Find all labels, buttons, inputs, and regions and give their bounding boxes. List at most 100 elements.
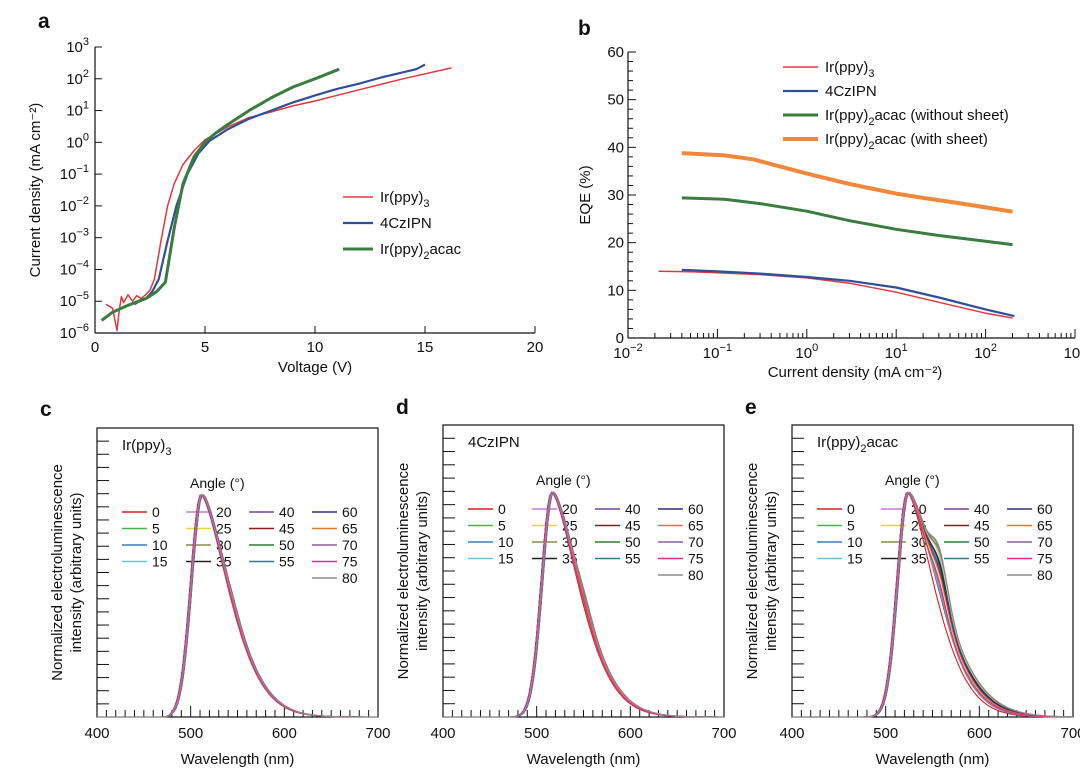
legend-label-e-angle-70: 70 [1037,534,1053,550]
y-tick-label-a: 102 [66,68,89,88]
legend-label-e-angle-10: 10 [847,534,863,550]
legend-label-e-angle-15: 15 [847,551,863,567]
y-tick-label-b: 30 [607,187,624,204]
series-line-b-ir-ppy-2acac-without-sheet [681,196,1013,247]
series-line-e-angle-60 [792,492,1074,718]
x-tick-label-d: 600 [618,725,643,742]
series-line-e-angle-80 [792,491,1074,718]
panel-label-a: a [38,10,50,33]
series-line-e-angle-0 [792,492,1073,718]
legend-label-d-angle-50: 50 [625,534,641,550]
y-tick-label-b: 40 [607,139,624,156]
legend-label-d-angle-55: 55 [625,551,641,567]
legend-label-c-angle-0: 0 [152,504,160,520]
series-line-e-angle-70 [792,492,1073,718]
legend-label-c-angle-50: 50 [279,537,295,553]
x-axis-title-c: Wavelength (nm) [181,751,295,768]
series-line-a-ir-ppy-3 [105,67,452,332]
legend-label-c-angle-40: 40 [279,504,295,520]
series-line-e-angle-55 [792,492,1073,718]
x-tick-label-b: 103 [1064,342,1080,362]
legend-label-c-angle-10: 10 [152,537,168,553]
x-tick-label-a: 15 [417,339,434,356]
chart-e: e400500600700Normalized electroluminesce… [744,396,1080,768]
x-tick-label-b: 101 [885,342,908,362]
legend-label-e-angle-40: 40 [974,501,990,517]
legend-label-c-angle-80: 80 [342,570,358,586]
emitter-label-d: 4CzIPN [468,434,520,451]
series-line-e-angle-75 [792,492,1073,718]
x-tick-label-a: 5 [201,339,209,356]
legend-label-c-angle-15: 15 [152,554,168,570]
chart-b: b 0 10 20 30 40 50 60 10−2 10−1 100 101 102 103 EQE (%… [577,17,1080,381]
legend-title-e: Angle (°) [885,472,940,488]
y-tick-label-b: 0 [616,330,624,347]
legend-label-d-angle-80: 80 [688,567,704,583]
x-tick-label-d: 700 [711,725,736,742]
legend-title-d: Angle (°) [536,472,591,488]
legend-label-b-ir-ppy-3: Ir(ppy)3 [825,59,874,80]
legend-label-e-angle-45: 45 [974,518,990,534]
legend-label-d-angle-45: 45 [625,518,641,534]
legend-label-e-angle-55: 55 [974,551,990,567]
x-axis-title-d: Wavelength (nm) [527,751,641,768]
x-axis-title-e: Wavelength (nm) [876,751,990,768]
legend-label-d-angle-10: 10 [498,534,514,550]
legend-label-d-angle-20: 20 [562,501,578,517]
x-tick-label-c: 600 [272,725,297,742]
x-tick-label-b: 100 [795,342,818,362]
y-tick-label-a: 100 [66,131,89,151]
legend-label-e-angle-80: 80 [1037,567,1053,583]
legend-label-b-4czipn: 4CzIPN [825,83,877,100]
legend-label-d-angle-75: 75 [688,551,704,567]
legend-label-c-angle-45: 45 [279,521,295,537]
x-tick-label-e: 500 [873,725,898,742]
y-tick-label-b: 20 [607,235,624,252]
y-tick-label-a: 103 [66,36,89,56]
legend-label-a-ir-ppy-2acac: Ir(ppy)2acac [380,241,462,262]
y-tick-label-b: 10 [607,282,624,299]
series-line-c-angle-80 [97,493,378,718]
y-axis-title-a: Current density (mA cm⁻²) [27,103,44,278]
legend-label-e-angle-60: 60 [1037,501,1053,517]
y-axis-title-c: Normalized electroluminescence [49,464,66,681]
legend-label-e-angle-5: 5 [847,518,855,534]
x-tick-label-b: 10−1 [703,342,732,362]
legend-label-d-angle-70: 70 [688,534,704,550]
x-tick-label-c: 500 [178,725,203,742]
y-tick-label-b: 50 [607,92,624,109]
x-tick-label-e: 700 [1060,725,1080,742]
legend-label-d-angle-40: 40 [625,501,641,517]
legend-label-c-angle-60: 60 [342,504,358,520]
legend-label-b-ir-ppy-2acac-with-sheet: Ir(ppy)2acac (with sheet) [825,131,988,152]
legend-label-e-angle-65: 65 [1037,518,1053,534]
legend-label-b-ir-ppy-2acac-without-sheet: Ir(ppy)2acac (without sheet) [825,107,1009,128]
series-line-e-angle-45 [792,492,1073,718]
legend-label-c-angle-5: 5 [152,521,160,537]
y-tick-label-a: 10−5 [60,290,89,310]
series-line-a-ir-ppy-2acac [100,67,340,322]
x-tick-label-c: 700 [365,725,390,742]
legend-label-c-angle-25: 25 [216,521,232,537]
series-line-e-angle-10 [792,492,1073,718]
x-tick-label-b: 10−2 [613,342,642,362]
y-axis-title2-c: intensity (arbitrary units) [68,492,85,652]
series-line-a-4czipn [133,63,426,306]
y-tick-label-a: 10−1 [60,163,89,183]
legend-label-a-4czipn: 4CzIPN [380,215,432,232]
legend-label-e-angle-0: 0 [847,501,855,517]
series-line-d-angle-80 [443,492,724,718]
y-axis-title2-e: intensity (arbitrary units) [763,491,780,651]
x-tick-label-d: 500 [524,725,549,742]
series-line-e-angle-30 [792,492,1073,718]
y-tick-label-a: 10−2 [60,195,89,215]
legend-label-d-angle-0: 0 [498,501,506,517]
y-axis-title-b: EQE (%) [577,165,594,224]
legend-label-a-ir-ppy-3: Ir(ppy)3 [380,189,429,210]
y-tick-label-a: 10−3 [60,227,89,247]
chart-a: a 0 5 10 15 20 103 102 101 100 10−1 10−2 10−3 10−4 10−… [27,10,543,376]
legend-label-e-angle-50: 50 [974,534,990,550]
legend-label-d-angle-65: 65 [688,518,704,534]
